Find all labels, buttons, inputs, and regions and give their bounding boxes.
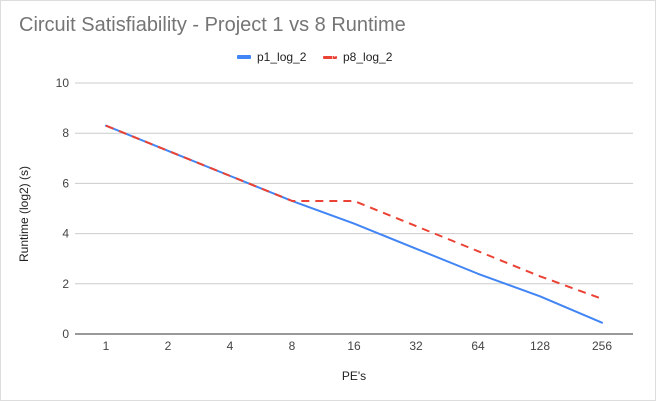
x-tick-label: 4: [227, 339, 234, 353]
y-tick-label: 0: [62, 327, 69, 341]
legend-label-p8: p8_log_2: [343, 50, 393, 64]
x-tick-label: 128: [530, 339, 550, 353]
legend-item-p8: p8_log_2: [323, 48, 392, 66]
x-tick-label: 16: [347, 339, 361, 353]
legend-label-p1: p1_log_2: [257, 50, 307, 64]
y-tick-label: 2: [62, 277, 69, 291]
x-tick-label: 256: [592, 339, 612, 353]
x-tick-label: 32: [409, 339, 423, 353]
chart-title: Circuit Satisfiability - Project 1 vs 8 …: [19, 14, 406, 36]
series-line-p1_log_2: [105, 124, 603, 324]
x-tick-label: 1: [103, 339, 110, 353]
x-tick-label: 2: [165, 339, 172, 353]
x-axis-label: PE's: [341, 369, 367, 383]
y-tick-label: 6: [62, 176, 69, 190]
x-tick-label: 8: [289, 339, 296, 353]
series-line-p8_log_2: [105, 124, 603, 300]
legend-swatch-p1: [237, 55, 251, 59]
legend-swatch-p8: [323, 55, 337, 59]
legend-item-p1: p1_log_2: [237, 48, 306, 66]
y-tick-label: 4: [62, 227, 69, 241]
x-tick-label: 64: [471, 339, 485, 353]
y-axis-label: Runtime (log2) (s): [17, 165, 31, 263]
y-tick-label: 10: [56, 76, 70, 90]
y-tick-label: 8: [62, 126, 69, 140]
legend: p1_log_2 p8_log_2: [0, 48, 656, 66]
